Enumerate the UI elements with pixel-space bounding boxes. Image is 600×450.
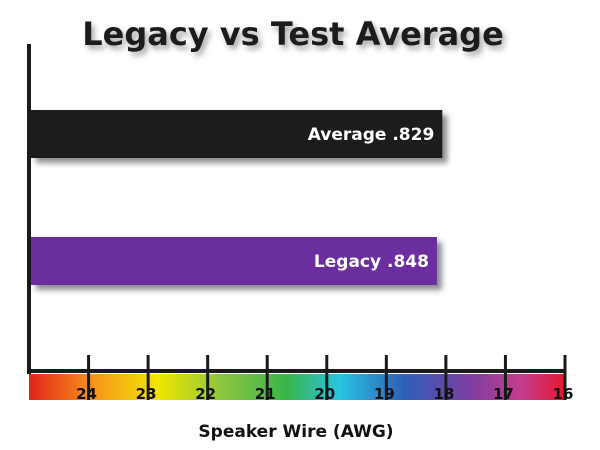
x-axis-band (29, 374, 565, 400)
bars: Average .829 Legacy .848 (31, 110, 443, 285)
bar-value-label: Average .829 (308, 125, 435, 145)
x-tick-label: 22 (195, 385, 216, 403)
chart-title: Legacy vs Test Average (82, 15, 504, 53)
x-tick-label: 18 (433, 385, 454, 403)
x-tick-label: 17 (493, 385, 514, 403)
bar-value-label: Legacy .848 (314, 252, 429, 272)
x-tick-label: 23 (136, 385, 157, 403)
x-tick-label: 16 (553, 385, 574, 403)
x-ticks: 24 23 22 21 20 19 18 17 16 (76, 355, 573, 403)
x-tick-label: 24 (76, 385, 97, 403)
x-tick-label: 20 (314, 385, 335, 403)
x-tick-label: 19 (374, 385, 395, 403)
x-tick-label: 21 (255, 385, 276, 403)
bar-average (31, 110, 443, 158)
x-axis-label: Speaker Wire (AWG) (198, 422, 393, 442)
bar-legacy (31, 237, 437, 285)
